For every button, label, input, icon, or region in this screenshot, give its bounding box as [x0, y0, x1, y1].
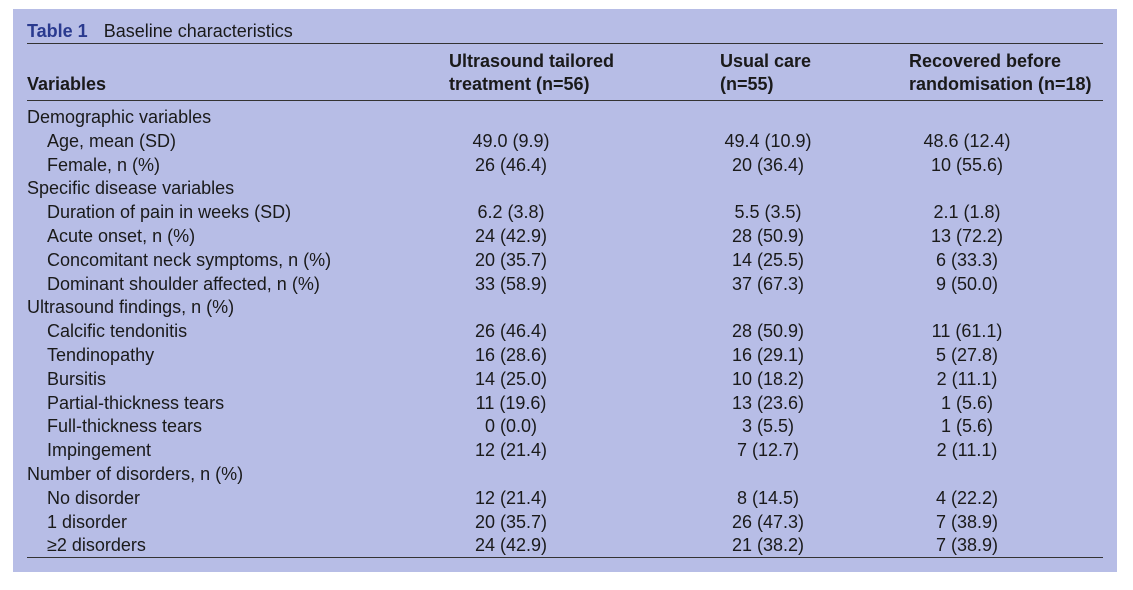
table-caption: Table 1 Baseline characteristics: [27, 20, 293, 42]
bottom-rule: [27, 557, 1103, 558]
header-usual-care-line1: Usual care: [720, 51, 812, 71]
row-label: Ultrasound findings, n (%): [27, 297, 235, 318]
cell-ultrasound: 20 (35.7): [474, 511, 548, 532]
cell-recovered: 2 (11.1): [936, 440, 998, 461]
table-row: Calcific tendonitis 26 (46.4) 28 (50.9) 11 …: [13, 319, 1117, 343]
header-recovered-line1: Recovered before: [909, 51, 1062, 71]
cell-recovered: 48.6 (12.4): [923, 130, 1011, 151]
row-label: No disorder: [47, 487, 141, 508]
header-usual-care-line2: (n=55): [720, 74, 774, 94]
cell-usual-care: 49.4 (10.9): [724, 130, 812, 151]
cell-usual-care: 28 (50.9): [731, 321, 805, 342]
table-title: Baseline characteristics: [103, 21, 293, 41]
cell-ultrasound: 12 (21.4): [474, 487, 548, 508]
cell-ultrasound: 11 (19.6): [475, 392, 547, 413]
cell-usual-care: 26 (47.3): [731, 511, 805, 532]
cell-recovered: 5 (27.8): [935, 345, 999, 365]
table-panel: Table 1 Baseline characteristics Variable…: [13, 9, 1117, 572]
cell-usual-care: 20 (36.4): [731, 154, 805, 175]
section-row: Number of disorders, n (%): [13, 462, 1117, 486]
row-label: Demographic variables: [27, 107, 212, 127]
cell-usual-care: 28 (50.9): [731, 226, 805, 246]
cell-recovered: 2 (11.1): [936, 368, 998, 389]
cell-usual-care: 8 (14.5): [736, 487, 800, 508]
row-label: Bursitis: [47, 368, 107, 389]
cell-ultrasound: 33 (58.9): [474, 273, 548, 294]
cell-ultrasound: 49.0 (9.9): [472, 130, 550, 151]
section-row: Specific disease variables: [13, 176, 1117, 200]
cell-usual-care: 14 (25.5): [731, 249, 805, 270]
header-ultrasound-line2: treatment (n=56): [449, 74, 590, 94]
header-rule: [27, 100, 1103, 101]
table-row: Impingement 12 (21.4) 7 (12.7) 2 (11.1): [13, 438, 1117, 462]
header-ultrasound-line1: Ultrasound tailored: [449, 51, 615, 71]
cell-ultrasound: 14 (25.0): [474, 368, 548, 389]
row-label: Number of disorders, n (%): [27, 464, 244, 484]
table-row: Duration of pain in weeks (SD) 6.2 (3.8) 5…: [13, 200, 1117, 224]
cell-recovered: 1 (5.6): [940, 392, 994, 413]
cell-recovered: 13 (72.2): [930, 226, 1004, 246]
table-row: Female, n (%) 26 (46.4) 20 (36.4) 10 (55.6): [13, 153, 1117, 177]
cell-recovered: 9 (50.0): [935, 273, 999, 294]
cell-recovered: 7 (38.9): [935, 535, 999, 556]
cell-recovered: 11 (61.1): [931, 321, 1003, 342]
top-rule: [27, 43, 1103, 44]
cell-ultrasound: 16 (28.6): [474, 345, 548, 365]
cell-usual-care: 10 (18.2): [731, 368, 805, 389]
cell-usual-care: 16 (29.1): [731, 345, 805, 365]
table-row: No disorder 12 (21.4) 8 (14.5) 4 (22.2): [13, 486, 1117, 510]
cell-ultrasound: 24 (42.9): [474, 226, 548, 246]
cell-recovered: 1 (5.6): [940, 416, 994, 437]
cell-usual-care: 21 (38.2): [731, 535, 805, 556]
row-label: Tendinopathy: [47, 345, 155, 365]
row-label: Dominant shoulder affected, n (%): [47, 273, 320, 294]
table-row: Tendinopathy 16 (28.6) 16 (29.1) 5 (27.8): [13, 343, 1117, 367]
table-number: Table 1: [27, 21, 88, 41]
section-row: Demographic variables: [13, 105, 1117, 129]
header-variables: Variables: [27, 74, 107, 94]
cell-ultrasound: 24 (42.9): [474, 535, 548, 556]
table-row: Dominant shoulder affected, n (%) 33 (58.…: [13, 272, 1117, 296]
cell-recovered: 2.1 (1.8): [933, 202, 1001, 223]
table-row: Concomitant neck symptoms, n (%) 20 (35.7…: [13, 248, 1117, 272]
table-row: Full-thickness tears 0 (0.0) 3 (5.5) 1 (5.6…: [13, 414, 1117, 438]
row-label: Calcific tendonitis: [47, 321, 188, 342]
row-label: Impingement: [47, 440, 152, 461]
table-row: Partial-thickness tears 11 (19.6) 13 (23.6…: [13, 391, 1117, 415]
cell-ultrasound: 26 (46.4): [474, 154, 548, 175]
table-row: Acute onset, n (%) 24 (42.9) 28 (50.9) 13 (…: [13, 224, 1117, 248]
cell-ultrasound: 26 (46.4): [474, 321, 548, 342]
row-label: Acute onset, n (%): [47, 226, 196, 246]
row-label: Full-thickness tears: [47, 416, 203, 437]
row-label: Age, mean (SD): [47, 130, 177, 151]
table-row: Bursitis 14 (25.0) 10 (18.2) 2 (11.1): [13, 367, 1117, 391]
table-row: ≥2 disorders 24 (42.9) 21 (38.2) 7 (38.9): [13, 533, 1117, 557]
cell-ultrasound: 0 (0.0): [484, 416, 538, 437]
section-row: Ultrasound findings, n (%): [13, 295, 1117, 319]
cell-ultrasound: 12 (21.4): [474, 440, 548, 461]
cell-usual-care: 7 (12.7): [736, 440, 800, 461]
cell-usual-care: 5.5 (3.5): [734, 202, 802, 223]
table-row: 1 disorder 20 (35.7) 26 (47.3) 7 (38.9): [13, 510, 1117, 534]
cell-ultrasound: 20 (35.7): [474, 249, 548, 270]
row-label: 1 disorder: [47, 511, 128, 532]
row-label: ≥2 disorders: [47, 535, 146, 556]
header-recovered-line2: randomisation (n=18): [909, 74, 1092, 94]
table-row: Age, mean (SD) 49.0 (9.9) 49.4 (10.9) 48.6 …: [13, 129, 1117, 153]
cell-ultrasound: 6.2 (3.8): [477, 202, 545, 223]
row-label: Partial-thickness tears: [47, 392, 225, 413]
cell-usual-care: 13 (23.6): [731, 392, 805, 413]
row-label: Female, n (%): [47, 154, 161, 175]
cell-recovered: 6 (33.3): [935, 249, 999, 270]
cell-recovered: 7 (38.9): [935, 511, 999, 532]
cell-recovered: 10 (55.6): [930, 154, 1004, 175]
row-label: Duration of pain in weeks (SD): [47, 202, 292, 223]
row-label: Concomitant neck symptoms, n (%): [47, 249, 332, 270]
cell-usual-care: 3 (5.5): [741, 416, 795, 437]
cell-usual-care: 37 (67.3): [731, 273, 805, 294]
cell-recovered: 4 (22.2): [935, 487, 999, 508]
row-label: Specific disease variables: [27, 178, 235, 199]
